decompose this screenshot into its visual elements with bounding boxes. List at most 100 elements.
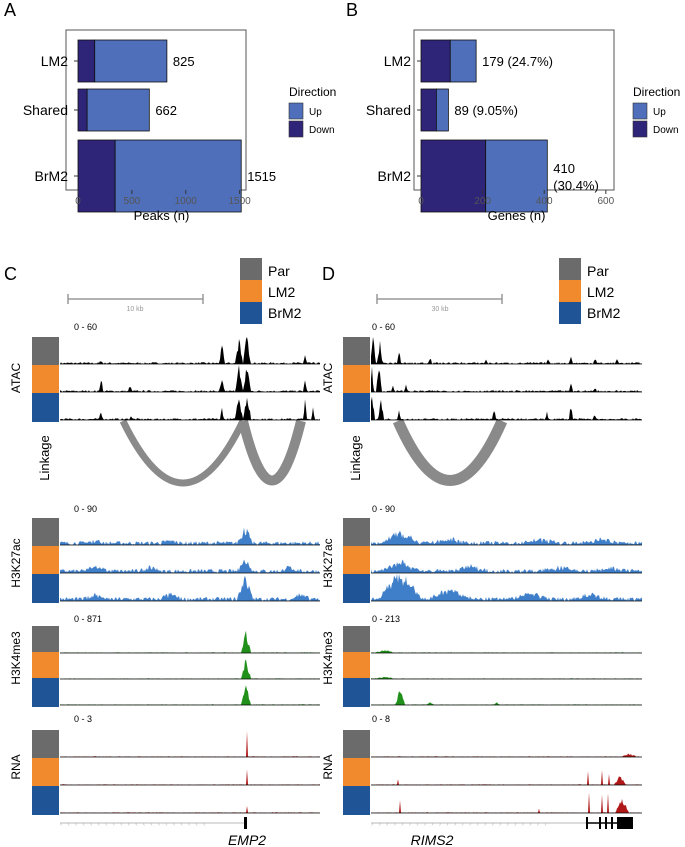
linkage-arc-c1	[119, 419, 247, 487]
signal-d-h3k27ac-lm2	[371, 559, 642, 573]
tick-label: 400	[536, 196, 553, 207]
legend-a: Direction Up Down	[288, 85, 336, 138]
signal-c-h3k4me3-brm2	[60, 685, 320, 705]
chart-b-genes: LM2 179 (24.7%) Shared 89 (9.05%) BrM2 410 (30…	[366, 29, 615, 223]
sample-block-c-atac-brm2	[32, 393, 59, 422]
x-axis-label: Genes (n)	[488, 208, 546, 223]
sample-block-c-h3k27ac-brm2	[32, 574, 59, 603]
tick-label: 1000	[175, 196, 198, 207]
legend-d-par-label: Par	[587, 263, 609, 279]
bar-up-lm2	[94, 39, 168, 83]
range-c-h3k27ac: 0 - 90	[74, 504, 97, 514]
total-label-brm2: (30.4%)	[553, 178, 599, 193]
legend-c-brm2-label: BrM2	[268, 305, 302, 321]
gene-label-c: EMP2	[228, 832, 266, 847]
sample-block-d-h3k4me3-par	[343, 626, 370, 655]
sample-block-d-h3k27ac-par	[343, 518, 370, 547]
total-label-shared: 662	[155, 103, 177, 118]
track-legend-c: Par LM2 BrM2	[240, 258, 302, 324]
signal-d-atac-lm2	[371, 366, 642, 392]
sample-block-c-h3k4me3-lm2	[32, 652, 59, 681]
signal-d-atac-par	[371, 337, 642, 364]
tracks-panel-d	[343, 337, 642, 815]
range-c-rna: 0 - 3	[74, 714, 92, 724]
legend-c-par-label: Par	[268, 263, 290, 279]
gene-d-exon1	[586, 817, 588, 829]
bar-down-shared	[420, 88, 437, 132]
category-label-brm2: BrM2	[378, 168, 412, 184]
track-name-c-h3k27ac: H3K27ac	[9, 538, 23, 587]
signal-c-h3k4me3-par	[60, 630, 320, 653]
signal-c-rna-par	[60, 731, 320, 757]
linkage-arc-d1	[392, 418, 508, 486]
category-label-lm2: LM2	[41, 53, 68, 69]
track-name-d-linkage: Linkage	[348, 435, 363, 481]
legend-a-down-swatch	[288, 120, 304, 138]
tick-label: 500	[124, 196, 141, 207]
track-name-c-h3k4me3: H3K4me3	[9, 631, 23, 685]
legend-c-brm2-swatch	[240, 302, 262, 324]
chart-a-peaks: LM2 825 Shared 662 BrM2 1515 0 500 1000 1500 Peaks…	[23, 29, 276, 223]
panel-label-a: A	[4, 0, 16, 20]
signal-c-h3k4me3-lm2	[60, 659, 320, 679]
signal-c-h3k27ac-par	[60, 527, 320, 545]
range-d-h3k27ac: 0 - 90	[372, 504, 395, 514]
panel-label-b: B	[346, 0, 358, 20]
sample-block-d-h3k27ac-lm2	[343, 546, 370, 575]
genome-tracks	[32, 337, 642, 815]
category-label-shared: Shared	[23, 102, 68, 118]
bar-up-shared	[86, 88, 150, 132]
total-label-lm2: 825	[173, 54, 195, 69]
linkage-c	[119, 419, 306, 487]
sample-block-d-atac-lm2	[343, 365, 370, 394]
signal-d-h3k4me3-par	[371, 650, 642, 653]
legend-b-down-label: Down	[653, 125, 679, 136]
gene-d-exon3	[605, 817, 607, 829]
gene-label-d: RIMS2	[411, 832, 454, 847]
sample-block-c-h3k4me3-brm2	[32, 678, 59, 707]
sample-block-c-h3k4me3-par	[32, 626, 59, 655]
legend-d-brm2-label: BrM2	[587, 305, 621, 321]
gene-model-d: ›››››››››››››››››››››››› RIMS2	[371, 817, 633, 847]
legend-c-lm2-label: LM2	[268, 284, 295, 300]
legend-c-lm2-swatch	[240, 280, 262, 302]
gene-d-exon4	[611, 817, 613, 829]
sample-block-d-rna-par	[343, 730, 370, 759]
legend-c-par-swatch	[240, 258, 262, 280]
track-name-d-atac: ATAC	[321, 363, 335, 394]
tick-label: 0	[418, 196, 424, 207]
gene-d-exon5	[617, 817, 633, 829]
track-name-d-h3k4me3: H3K4me3	[321, 631, 335, 685]
sample-block-c-rna-par	[32, 730, 59, 759]
gene-d-exon2	[599, 817, 601, 829]
tick-label: 200	[474, 196, 491, 207]
gene-d-strand-arrows: ››››››››››››››››››››››››	[371, 821, 552, 828]
panel-label-d: D	[322, 264, 335, 284]
track-name-d-rna: RNA	[321, 754, 335, 779]
sample-block-d-h3k27ac-brm2	[343, 574, 370, 603]
category-label-brm2: BrM2	[35, 168, 69, 184]
signal-c-rna-lm2	[60, 769, 320, 785]
linkage-arc-c2	[238, 419, 306, 486]
legend-a-up-label: Up	[309, 107, 322, 118]
gene-c-strand-arrows: ‹‹‹‹‹‹‹‹‹‹‹‹‹‹‹‹‹‹‹‹	[60, 821, 211, 828]
range-d-rna: 0 - 8	[372, 714, 390, 724]
signal-d-h3k27ac-par	[371, 530, 642, 545]
track-name-d-h3k27ac: H3K27ac	[321, 538, 335, 587]
sample-block-d-atac-brm2	[343, 393, 370, 422]
sample-block-c-atac-lm2	[32, 365, 59, 394]
panel-label-c: C	[4, 264, 17, 284]
scale-bar-c: 10 kb	[67, 294, 204, 313]
bar-down-brm2	[420, 139, 487, 213]
scale-label-d: 30 kb	[431, 306, 448, 313]
legend-d-lm2-swatch	[559, 280, 581, 302]
bar-down-lm2	[77, 39, 96, 83]
legend-b-title: Direction	[633, 85, 680, 99]
scale-bar-d: 30 kb	[376, 294, 503, 313]
total-label-lm2: 179 (24.7%)	[482, 54, 553, 69]
bar-down-brm2	[77, 139, 116, 213]
category-label-shared: Shared	[366, 102, 411, 118]
signal-d-h3k4me3-brm2	[371, 691, 642, 705]
range-c-h3k4me3: 0 - 871	[74, 614, 102, 624]
signal-d-atac-brm2	[371, 396, 642, 420]
